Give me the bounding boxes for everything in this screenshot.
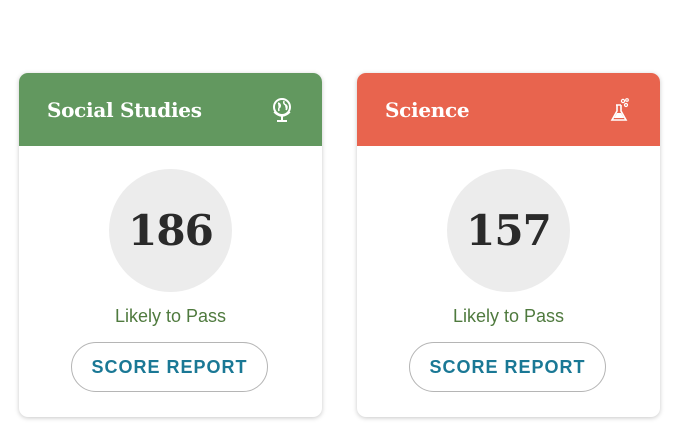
flask-icon [610,97,629,121]
card-header: Social Studies [19,73,322,146]
score-value: 157 [466,206,552,255]
card-title: Social Studies [47,97,202,122]
card-title: Science [385,97,470,122]
score-report-button[interactable]: SCORE REPORT [409,342,606,392]
score-report-button[interactable]: SCORE REPORT [71,342,268,392]
social-studies-card: Social Studies 186 Likely to Pass SCORE … [19,73,322,417]
score-circle: 157 [447,169,570,292]
globe-icon [273,97,291,122]
pass-status: Likely to Pass [452,306,565,326]
score-value: 186 [128,206,214,255]
card-header: Science [357,73,660,146]
science-card: Science 157 Likely to Pass SCORE REPORT [357,73,660,417]
pass-status: Likely to Pass [114,306,227,326]
score-circle: 186 [109,169,232,292]
